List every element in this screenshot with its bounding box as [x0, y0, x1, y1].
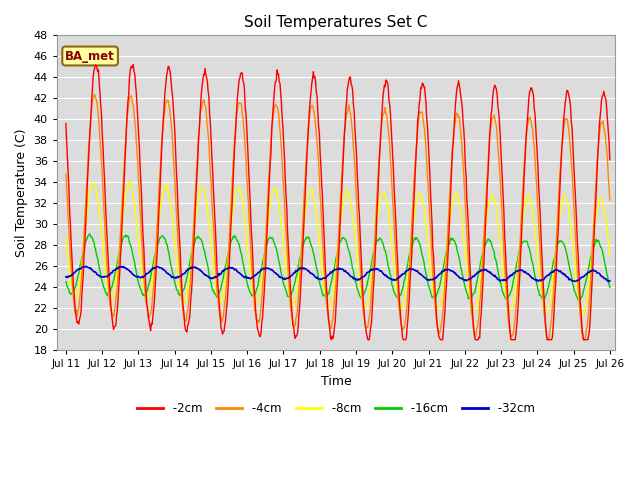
Legend:  -2cm,  -4cm,  -8cm,  -16cm,  -32cm: -2cm, -4cm, -8cm, -16cm, -32cm — [132, 397, 540, 420]
X-axis label: Time: Time — [321, 375, 351, 388]
Title: Soil Temperatures Set C: Soil Temperatures Set C — [244, 15, 428, 30]
Text: BA_met: BA_met — [65, 49, 115, 62]
Y-axis label: Soil Temperature (C): Soil Temperature (C) — [15, 129, 28, 257]
